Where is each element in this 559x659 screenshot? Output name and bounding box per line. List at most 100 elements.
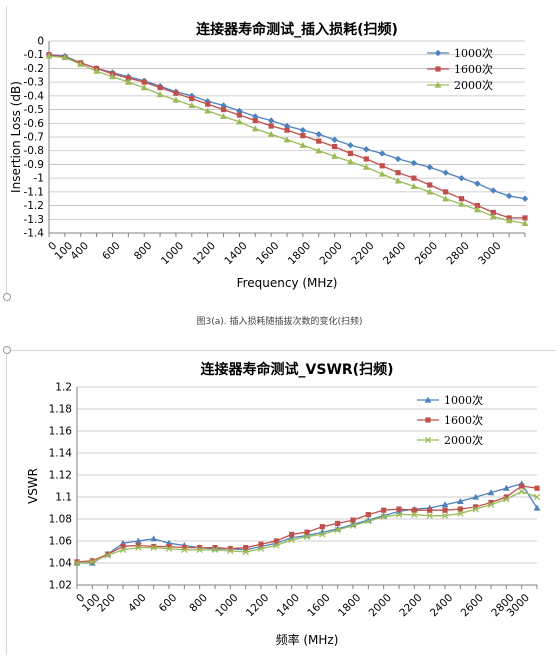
data-point: [334, 526, 341, 534]
data-point: [441, 501, 449, 508]
data-point: [521, 220, 529, 226]
data-point: [300, 133, 306, 139]
data-point: [120, 543, 126, 550]
data-point: [289, 531, 295, 537]
data-point: [331, 136, 338, 143]
data-point: [396, 506, 402, 512]
y-tick-label: 1.08: [49, 514, 72, 526]
y-tick-label: -1.4: [24, 228, 45, 240]
y-tick-label: 1.12: [49, 470, 72, 482]
legend-marker: [435, 66, 441, 72]
data-point: [410, 159, 418, 167]
x-axis-title: Frequency (MHz): [237, 276, 338, 290]
data-point: [441, 512, 449, 519]
x-tick-label: 800: [132, 240, 155, 263]
data-point: [503, 494, 509, 500]
data-point: [533, 504, 541, 511]
data-point: [315, 131, 322, 138]
data-point: [534, 485, 540, 491]
x-tick-label: 1600: [305, 592, 332, 619]
x-tick-label: 2600: [413, 240, 440, 267]
data-point: [188, 102, 196, 109]
data-point: [518, 488, 525, 495]
gridlines: [77, 386, 537, 586]
data-point: [283, 136, 291, 143]
x-tick-label: 1600: [254, 240, 281, 267]
data-point: [299, 126, 307, 134]
data-point: [74, 559, 80, 565]
data-point: [93, 67, 100, 74]
y-tick-label: 1.06: [49, 536, 73, 548]
data-point: [505, 217, 513, 224]
data-point: [363, 156, 369, 162]
data-point: [394, 177, 402, 184]
y-axis-title: VSWR: [26, 468, 40, 504]
x-tick-label: 2200: [349, 240, 376, 267]
data-point: [141, 79, 147, 85]
legend-marker: [424, 396, 432, 403]
y-tick-label: 1.04: [49, 558, 73, 570]
figure-caption: 图3(a). 插入损耗随插拔次数的变化(扫频): [196, 317, 363, 327]
series-2: [74, 483, 540, 565]
data-point: [204, 107, 212, 114]
data-point: [140, 84, 148, 91]
data-point: [166, 543, 172, 550]
data-point: [457, 510, 464, 517]
data-point: [488, 499, 494, 506]
data-point: [472, 505, 479, 513]
data-point: [316, 138, 322, 144]
data-point: [474, 202, 480, 209]
y-tick-label: 1.1: [55, 492, 72, 504]
data-point: [411, 507, 417, 513]
y-tick-label: -0.1: [24, 49, 45, 61]
data-point: [411, 175, 417, 181]
data-point: [156, 91, 164, 98]
series-line: [77, 483, 538, 564]
data-point: [395, 170, 401, 176]
data-point: [363, 146, 370, 153]
legend-label: 1000次: [444, 393, 483, 407]
y-tick-label: 1.14: [49, 448, 73, 460]
data-point: [365, 512, 371, 518]
x-tick-label: 1000: [159, 240, 186, 267]
x-tick-label: 1200: [191, 240, 218, 267]
data-point: [457, 506, 463, 512]
data-point: [242, 548, 249, 556]
data-point: [490, 209, 496, 216]
x-tick-label: 1400: [222, 240, 249, 267]
y-tick-label: -1: [34, 173, 44, 185]
gridlines: [49, 40, 525, 234]
y-tick-label: 1.2: [55, 382, 72, 394]
panel-corner-handle: [3, 293, 11, 301]
data-point: [105, 551, 111, 557]
chart-title: 连接器寿命测试_插入损耗(扫频): [196, 21, 398, 38]
legend-marker: [434, 81, 442, 88]
data-point: [331, 152, 338, 159]
x-tick-label: 600: [157, 592, 180, 615]
data-point: [490, 187, 497, 194]
data-point: [267, 130, 275, 137]
x-tick-label: 1800: [286, 240, 313, 267]
x-tick-label: 2000: [367, 592, 394, 619]
data-point: [519, 483, 525, 489]
series-2: [46, 52, 528, 221]
data-point: [442, 195, 450, 202]
data-point: [273, 538, 279, 544]
data-point: [267, 117, 275, 124]
y-tick-label: -0.3: [24, 77, 45, 89]
data-point: [303, 533, 311, 540]
data-point: [73, 559, 81, 567]
x-tick-label: 2400: [381, 240, 408, 267]
data-point: [273, 542, 280, 549]
data-point: [172, 96, 180, 103]
data-point: [442, 507, 448, 513]
data-point: [319, 531, 326, 538]
data-point: [257, 545, 265, 552]
data-point: [487, 489, 495, 496]
data-point: [365, 517, 372, 525]
x-tick-label: 3000: [476, 240, 503, 267]
data-point: [61, 54, 69, 61]
data-point: [362, 163, 370, 170]
data-point: [426, 188, 434, 195]
data-point: [45, 52, 53, 59]
